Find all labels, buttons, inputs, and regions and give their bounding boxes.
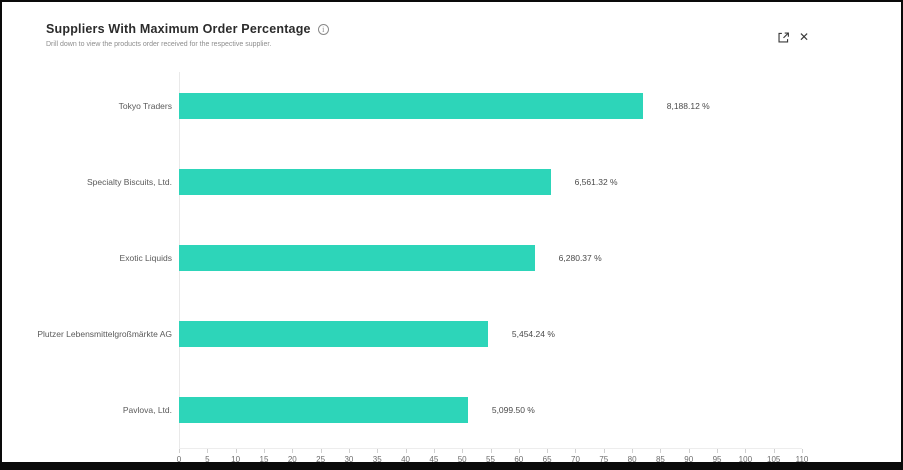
value-label: 6,561.32 % (574, 177, 618, 187)
x-tick-label: 5 (205, 455, 210, 464)
x-tick-mark (235, 449, 237, 453)
x-tick-label: 60 (514, 455, 524, 464)
widget-actions: ✕ (776, 30, 811, 44)
bar-row: Plutzer Lebensmittelgroßmärkte AG 5,454.2… (2, 296, 901, 372)
x-tick-mark (518, 449, 520, 453)
x-tick-mark (405, 449, 407, 453)
value-label: 5,454.24 % (511, 329, 555, 339)
bar[interactable] (179, 321, 488, 347)
x-tick-label: 40 (401, 455, 410, 464)
bar-chart: Tokyo Traders 8,188.12 % Specialty Biscuit… (2, 68, 901, 448)
x-tick-mark (688, 449, 690, 453)
x-tick-mark (207, 449, 209, 453)
x-tick-mark (575, 449, 577, 453)
x-tick-label: 10 (231, 455, 241, 464)
bar-track: 6,280.37 % (179, 245, 802, 271)
category-label: Plutzer Lebensmittelgroßmärkte AG (37, 329, 172, 339)
x-tick-mark (348, 449, 350, 453)
bar[interactable] (179, 245, 535, 271)
bar-row: Specialty Biscuits, Ltd. 6,561.32 % (2, 144, 901, 220)
x-tick-label: 55 (486, 455, 495, 464)
x-tick-mark (603, 449, 605, 453)
x-tick-mark (263, 449, 265, 453)
x-tick-label: 65 (542, 455, 552, 464)
x-tick-label: 105 (766, 455, 781, 464)
x-tick-label: 30 (344, 455, 354, 464)
x-tick-mark (802, 449, 803, 453)
bar-row: Tokyo Traders 8,188.12 % (2, 68, 901, 144)
close-icon[interactable]: ✕ (798, 30, 810, 44)
x-tick-label: 35 (372, 455, 382, 464)
category-label: Pavlova, Ltd. (122, 405, 172, 415)
x-tick-label: 80 (627, 455, 637, 464)
x-tick-mark (377, 449, 379, 453)
bar[interactable] (179, 169, 551, 195)
bar[interactable] (179, 397, 468, 423)
widget-header: Suppliers With Maximum Order Percentage … (46, 22, 329, 48)
x-axis: 0 5 10 15 20 25 30 35 40 45 50 55 60 65 70 75 80 85 90 95 10… (176, 448, 808, 464)
bar-row: Exotic Liquids 6,280.37 % (2, 220, 901, 296)
page-title: Suppliers With Maximum Order Percentage (46, 22, 311, 36)
info-icon[interactable]: i (317, 23, 329, 35)
x-tick-mark (745, 449, 747, 453)
value-label: 5,099.50 % (491, 405, 535, 415)
bar-track: 6,561.32 % (179, 169, 802, 195)
x-tick-label: 45 (429, 455, 439, 464)
category-label: Specialty Biscuits, Ltd. (86, 177, 172, 187)
bar[interactable] (179, 93, 643, 119)
x-tick-mark (717, 449, 719, 453)
value-label: 8,188.12 % (666, 101, 710, 111)
x-tick-label: 25 (316, 455, 326, 464)
x-tick-label: 70 (571, 455, 580, 464)
export-icon[interactable] (776, 30, 790, 44)
x-tick-label: 110 (795, 455, 809, 464)
x-tick-label: 75 (599, 455, 609, 464)
x-tick-mark (462, 449, 464, 453)
x-tick-mark (660, 449, 662, 453)
x-tick-label: 85 (655, 455, 665, 464)
category-label: Exotic Liquids (119, 253, 172, 263)
x-tick-mark (632, 449, 634, 453)
x-tick-mark (490, 449, 492, 453)
category-label: Tokyo Traders (118, 101, 172, 111)
value-label: 6,280.37 % (558, 253, 602, 263)
x-tick-label: 0 (176, 455, 182, 464)
x-tick-label: 90 (684, 455, 694, 464)
bar-track: 5,099.50 % (179, 397, 802, 423)
x-tick-mark (179, 449, 180, 453)
x-tick-label: 20 (287, 455, 297, 464)
x-tick-mark (320, 449, 322, 453)
x-tick-mark (547, 449, 549, 453)
x-tick-mark (292, 449, 294, 453)
bar-track: 5,454.24 % (179, 321, 802, 347)
bar-row: Pavlova, Ltd. 5,099.50 % (2, 372, 901, 448)
x-tick-label: 100 (738, 455, 753, 464)
x-tick-label: 95 (712, 455, 722, 464)
bar-track: 8,188.12 % (179, 93, 802, 119)
widget-subtitle: Drill down to view the products order re… (46, 41, 272, 48)
x-tick-label: 15 (259, 455, 269, 464)
x-tick-mark (433, 449, 435, 453)
x-tick-mark (773, 449, 775, 453)
x-tick-label: 50 (457, 455, 467, 464)
